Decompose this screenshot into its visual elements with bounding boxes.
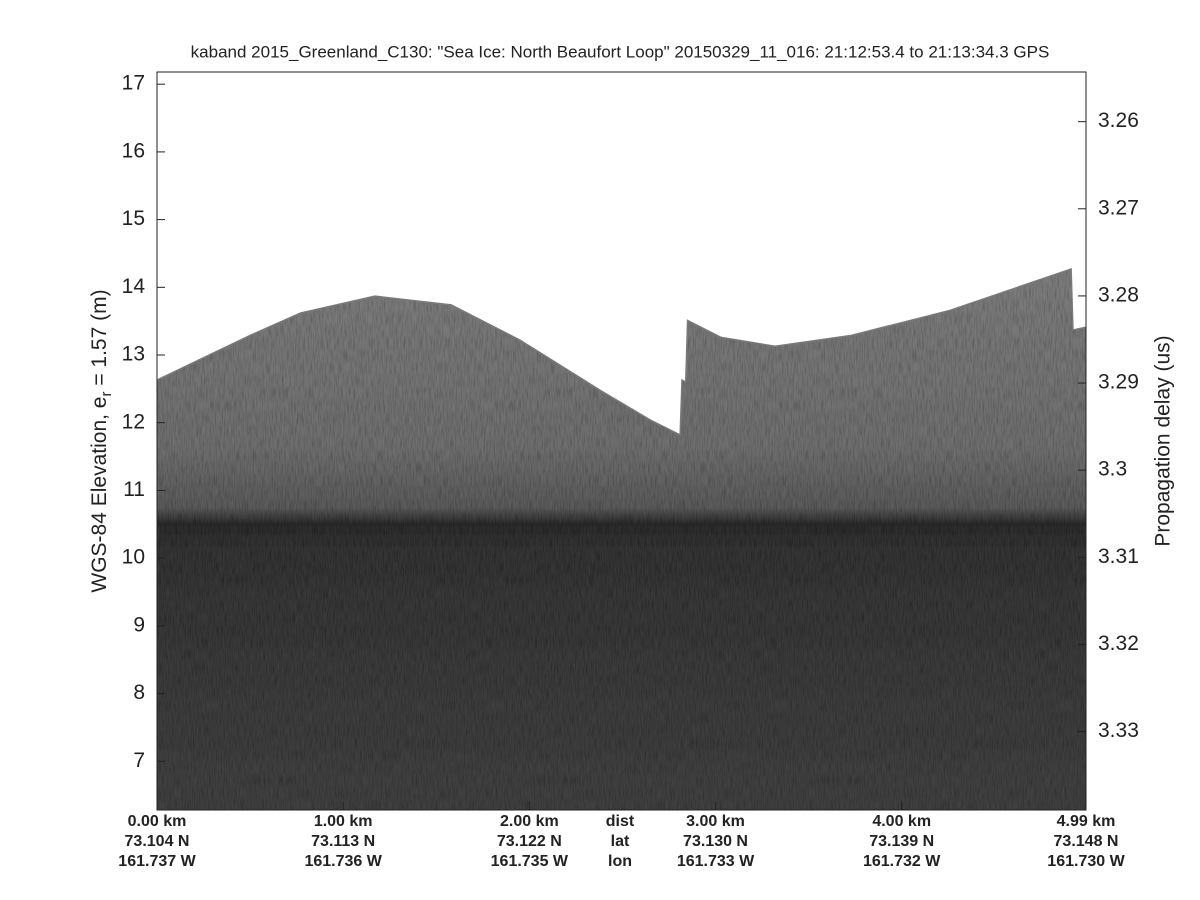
row-label: dist bbox=[606, 813, 635, 830]
plot-area bbox=[156, 267, 1087, 810]
chart-title: kaband 2015_Greenland_C130: "Sea Ice: No… bbox=[191, 42, 1050, 61]
lat-label: 73.122 N bbox=[497, 833, 562, 850]
lon-label: 161.733 W bbox=[677, 853, 755, 870]
y-tick-label: 10 bbox=[122, 546, 145, 569]
x-tick-label: 4.99 km bbox=[1057, 813, 1116, 830]
lon-label: 161.737 W bbox=[118, 853, 196, 870]
y2-axis-label: Propagation delay (us) bbox=[1152, 335, 1175, 546]
lat-label: 73.139 N bbox=[869, 833, 934, 850]
y2-tick-label: 3.31 bbox=[1098, 545, 1139, 568]
y-axis-label-subscript: r bbox=[98, 392, 115, 397]
y-tick-label: 7 bbox=[133, 749, 145, 772]
y-tick-label: 9 bbox=[133, 613, 145, 636]
y-tick-label: 14 bbox=[122, 275, 146, 298]
x-tick-label: 0.00 km bbox=[128, 813, 187, 830]
x-tick-label: 3.00 km bbox=[686, 813, 745, 830]
surface-line bbox=[156, 267, 1087, 437]
echogram-image bbox=[157, 269, 1086, 810]
y-tick-label: 16 bbox=[122, 139, 145, 162]
x-tick-label: 4.00 km bbox=[872, 813, 931, 830]
row-label: lon bbox=[608, 853, 632, 870]
y2-tick-label: 3.29 bbox=[1098, 371, 1139, 394]
y2-tick-label: 3.32 bbox=[1098, 632, 1139, 655]
y2-tick-label: 3.33 bbox=[1098, 719, 1139, 742]
x-tick-label: 1.00 km bbox=[314, 813, 373, 830]
lon-label: 161.732 W bbox=[863, 853, 941, 870]
x-tick-label: 2.00 km bbox=[500, 813, 559, 830]
y2-tick-label: 3.26 bbox=[1098, 109, 1139, 132]
axes-box bbox=[156, 71, 1087, 811]
y-tick-label: 13 bbox=[122, 343, 145, 366]
y-tick-label: 15 bbox=[122, 207, 145, 230]
lat-label: 73.113 N bbox=[311, 833, 375, 850]
y-tick-label: 17 bbox=[122, 72, 145, 95]
lon-label: 161.730 W bbox=[1047, 853, 1125, 870]
lat-label: 73.130 N bbox=[683, 833, 748, 850]
lat-label: 73.104 N bbox=[125, 833, 190, 850]
y-axis-label-suffix: = 1.57 (m) bbox=[88, 289, 111, 391]
lon-label: 161.736 W bbox=[304, 853, 382, 870]
y-tick-label: 11 bbox=[123, 478, 145, 501]
y-axis-label-text: WGS-84 Elevation, e bbox=[88, 397, 111, 593]
y2-tick-label: 3.3 bbox=[1098, 458, 1127, 481]
lon-label: 161.735 W bbox=[491, 853, 569, 870]
y2-tick-label: 3.27 bbox=[1098, 196, 1139, 219]
y2-tick-label: 3.28 bbox=[1098, 283, 1139, 306]
y-tick-label: 12 bbox=[122, 410, 145, 433]
y-axis-label: WGS-84 Elevation, er = 1.57 (m) bbox=[88, 289, 115, 592]
row-label: lat bbox=[611, 833, 630, 850]
lat-label: 73.148 N bbox=[1054, 833, 1119, 850]
y-tick-label: 8 bbox=[133, 681, 145, 704]
